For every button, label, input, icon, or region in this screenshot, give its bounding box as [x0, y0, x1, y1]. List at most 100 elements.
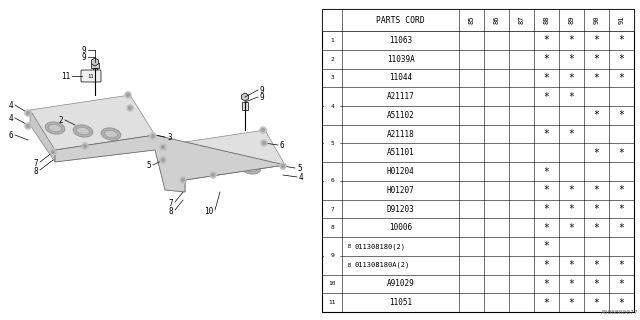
- Ellipse shape: [49, 124, 61, 132]
- Text: *: *: [569, 185, 575, 195]
- Text: 4: 4: [8, 100, 13, 109]
- Text: 9: 9: [330, 253, 334, 258]
- Text: B: B: [348, 263, 351, 268]
- Text: 2: 2: [58, 116, 63, 124]
- Ellipse shape: [77, 127, 90, 135]
- Text: 5: 5: [330, 141, 334, 146]
- Text: *: *: [619, 298, 625, 308]
- Text: 10: 10: [328, 281, 336, 286]
- Ellipse shape: [244, 164, 257, 172]
- Polygon shape: [165, 145, 185, 192]
- Circle shape: [259, 126, 266, 133]
- Circle shape: [325, 202, 339, 216]
- Text: *: *: [619, 54, 625, 64]
- Text: A21118: A21118: [387, 130, 415, 139]
- Text: 6: 6: [330, 179, 334, 183]
- Circle shape: [150, 132, 157, 140]
- Ellipse shape: [185, 156, 205, 168]
- Bar: [322, 9, 634, 312]
- Text: *: *: [569, 129, 575, 139]
- Text: *: *: [594, 223, 600, 233]
- Circle shape: [324, 98, 340, 114]
- Text: 7: 7: [168, 198, 173, 207]
- Text: 11: 11: [328, 300, 336, 305]
- Ellipse shape: [241, 162, 261, 174]
- Text: *: *: [594, 110, 600, 120]
- Text: PARTS CORD: PARTS CORD: [376, 16, 425, 25]
- Circle shape: [151, 134, 155, 138]
- Circle shape: [159, 156, 166, 164]
- Circle shape: [211, 173, 215, 177]
- Circle shape: [261, 128, 265, 132]
- Text: 11039A: 11039A: [387, 55, 415, 64]
- Ellipse shape: [216, 161, 229, 169]
- Circle shape: [81, 142, 88, 149]
- Ellipse shape: [213, 159, 233, 171]
- Text: A91029: A91029: [387, 279, 415, 288]
- Text: 11044: 11044: [389, 73, 412, 83]
- Circle shape: [325, 52, 339, 66]
- Circle shape: [324, 136, 340, 151]
- Text: *: *: [619, 73, 625, 83]
- Polygon shape: [55, 135, 285, 192]
- Text: *: *: [619, 204, 625, 214]
- Text: *: *: [544, 298, 550, 308]
- Ellipse shape: [101, 128, 121, 140]
- Circle shape: [24, 123, 31, 130]
- Text: *: *: [619, 185, 625, 195]
- Text: *: *: [619, 110, 625, 120]
- Circle shape: [281, 164, 285, 168]
- Text: *: *: [594, 148, 600, 158]
- Ellipse shape: [104, 130, 117, 138]
- Text: A21117: A21117: [387, 92, 415, 101]
- Bar: [93, 68, 97, 75]
- Text: *: *: [569, 92, 575, 102]
- Circle shape: [324, 248, 340, 264]
- Text: *: *: [569, 260, 575, 270]
- Circle shape: [260, 140, 268, 147]
- Text: 8: 8: [330, 225, 334, 230]
- Text: 11: 11: [61, 71, 70, 81]
- Text: 011308180A(2): 011308180A(2): [355, 262, 410, 268]
- Text: *: *: [569, 204, 575, 214]
- Ellipse shape: [189, 158, 202, 166]
- Circle shape: [181, 178, 185, 182]
- Circle shape: [49, 148, 56, 156]
- Text: *: *: [544, 166, 550, 177]
- Ellipse shape: [45, 122, 65, 134]
- Text: A51101: A51101: [387, 148, 415, 157]
- Text: 7: 7: [33, 158, 38, 167]
- Text: *: *: [569, 298, 575, 308]
- Text: *: *: [594, 73, 600, 83]
- Text: 5: 5: [297, 164, 301, 172]
- Ellipse shape: [73, 125, 93, 137]
- Circle shape: [325, 277, 339, 291]
- Circle shape: [325, 33, 339, 48]
- Text: *: *: [619, 36, 625, 45]
- FancyBboxPatch shape: [81, 70, 101, 82]
- Circle shape: [161, 145, 165, 149]
- Bar: [322, 9, 634, 31]
- Text: *: *: [594, 54, 600, 64]
- Circle shape: [280, 163, 287, 170]
- Circle shape: [26, 124, 30, 128]
- Circle shape: [126, 93, 130, 97]
- Text: *: *: [569, 73, 575, 83]
- Text: *: *: [544, 242, 550, 252]
- Text: 3: 3: [167, 132, 172, 141]
- Text: 10006: 10006: [389, 223, 412, 232]
- Text: *: *: [569, 54, 575, 64]
- Circle shape: [325, 296, 339, 310]
- Text: 5: 5: [147, 161, 151, 170]
- Text: *: *: [594, 279, 600, 289]
- Circle shape: [127, 105, 134, 111]
- Circle shape: [209, 172, 216, 179]
- Bar: [242, 102, 248, 110]
- Text: A51102: A51102: [387, 111, 415, 120]
- Circle shape: [179, 177, 186, 183]
- Circle shape: [262, 141, 266, 145]
- Text: *: *: [619, 148, 625, 158]
- Text: 9: 9: [260, 85, 264, 94]
- Circle shape: [51, 150, 55, 154]
- Text: 8: 8: [33, 166, 38, 175]
